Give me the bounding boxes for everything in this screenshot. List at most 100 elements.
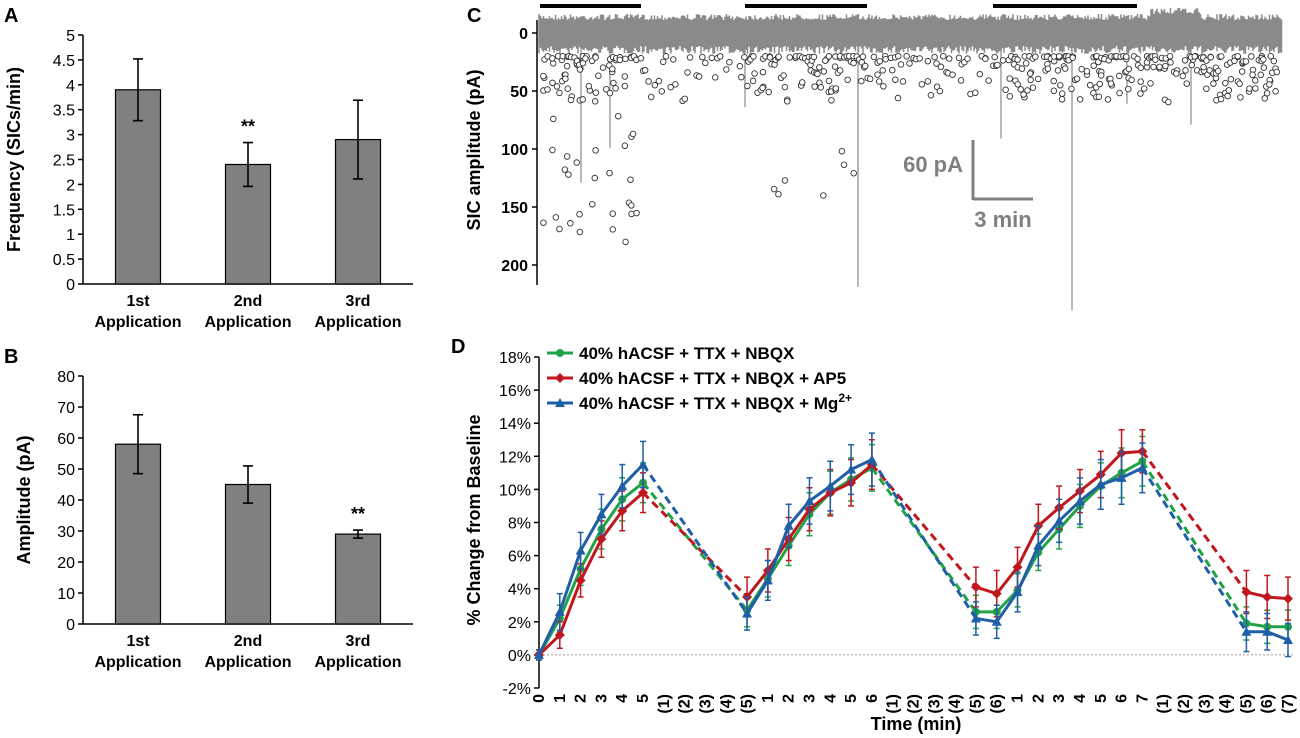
event-point: [1260, 56, 1267, 63]
x-tick-label: 7: [1134, 694, 1151, 703]
marker: [554, 606, 565, 616]
dashed-connector: [641, 491, 749, 599]
x-tick-label: (4): [718, 694, 735, 714]
event-point: [606, 169, 613, 177]
y-tick-label: 12%: [499, 449, 531, 466]
marker: [638, 459, 649, 469]
event-point: [592, 89, 600, 96]
event-point: [1152, 56, 1159, 64]
marker: [783, 520, 794, 530]
event-point: [903, 53, 910, 60]
y-tick-label: 2: [66, 177, 75, 194]
event-point: [1024, 87, 1031, 94]
event-point: [894, 52, 902, 60]
event-point: [645, 78, 652, 85]
y-tick-label: 8%: [508, 516, 531, 533]
event-point: [1137, 64, 1145, 71]
event-point: [876, 57, 884, 65]
x-tick-label: (2): [1176, 694, 1193, 714]
event-point: [1026, 70, 1034, 77]
y-tick-label: 0%: [508, 648, 531, 665]
event-point: [699, 53, 706, 61]
event-point: [1267, 52, 1274, 60]
x-tick-label: (1): [656, 694, 673, 714]
event-point: [1191, 53, 1198, 60]
marker: [617, 481, 628, 491]
x-tick-label: (5): [739, 694, 756, 714]
event-point: [825, 77, 833, 85]
x-tick-label: (1): [885, 694, 902, 714]
x-tick-label: Application: [94, 314, 181, 331]
event-point: [816, 64, 823, 71]
event-point: [1083, 68, 1091, 75]
event-point: [939, 52, 947, 60]
y-tick-label: 4%: [508, 582, 531, 599]
event-markers: [540, 52, 1281, 246]
x-tick-label: 1: [760, 694, 777, 703]
event-point: [1122, 53, 1130, 60]
marker: [534, 649, 544, 659]
event-point: [576, 66, 584, 73]
event-point: [561, 166, 569, 173]
marker: [1137, 462, 1148, 472]
event-point: [549, 146, 556, 154]
y-tick-label: 4.5: [53, 53, 75, 70]
event-point: [595, 72, 602, 79]
event-point: [1147, 80, 1154, 87]
event-point: [1017, 86, 1024, 93]
event-point: [1181, 57, 1189, 64]
x-tick-label: 2: [781, 694, 798, 703]
event-point: [615, 112, 622, 120]
marker: [1262, 591, 1273, 602]
event-point: [859, 53, 867, 60]
x-tick-label: (2): [677, 694, 694, 714]
event-point: [814, 70, 821, 78]
event-point: [662, 53, 670, 60]
legend-label-superscript: 2+: [838, 391, 852, 405]
event-point: [1249, 71, 1256, 79]
event-point: [894, 94, 902, 102]
legend-label: 40% hACSF + TTX + NBQX + Mg2+: [579, 391, 852, 413]
event-point: [955, 54, 963, 62]
event-point: [582, 55, 589, 62]
scalebar-amplitude-label: 60 pA: [903, 152, 963, 177]
event-point: [1029, 84, 1037, 91]
event-point: [906, 60, 913, 67]
event-point: [726, 58, 733, 66]
event-point: [1263, 89, 1271, 97]
x-tick-label: 3rd: [346, 293, 371, 310]
event-point: [924, 57, 932, 65]
y-tick-label: 50: [510, 84, 528, 101]
event-point: [585, 82, 593, 90]
event-point: [702, 59, 709, 67]
legend-label: 40% hACSF + TTX + NBQX: [579, 344, 795, 363]
event-point: [880, 83, 887, 90]
x-tick-label: (1): [1155, 694, 1172, 714]
y-tick-label: 3.5: [53, 103, 75, 120]
event-point: [1266, 81, 1273, 88]
y-tick-label: 14%: [499, 416, 531, 433]
event-point: [603, 86, 610, 93]
event-point: [759, 68, 767, 76]
panel-label: A: [4, 5, 18, 27]
event-point: [811, 83, 818, 90]
y-tick-label: 10: [57, 586, 75, 603]
y-tick-label: 0: [66, 617, 75, 634]
event-point: [744, 82, 751, 90]
event-point: [562, 75, 569, 83]
y-tick-label: 10%: [499, 482, 531, 499]
event-point: [1061, 65, 1069, 72]
event-point: [999, 57, 1007, 64]
x-tick-label: 4: [822, 694, 839, 703]
y-tick-label: 2%: [508, 615, 531, 632]
event-point: [775, 53, 782, 61]
x-tick-label: 1st: [126, 293, 150, 310]
event-point: [591, 98, 599, 105]
event-point: [1182, 67, 1189, 74]
y-tick-label: 40: [57, 493, 75, 510]
marker: [1033, 540, 1044, 550]
dashed-connector: [870, 458, 978, 620]
event-point: [564, 85, 572, 92]
panel-label: D: [451, 336, 465, 358]
x-tick-label: 2: [1030, 694, 1047, 703]
